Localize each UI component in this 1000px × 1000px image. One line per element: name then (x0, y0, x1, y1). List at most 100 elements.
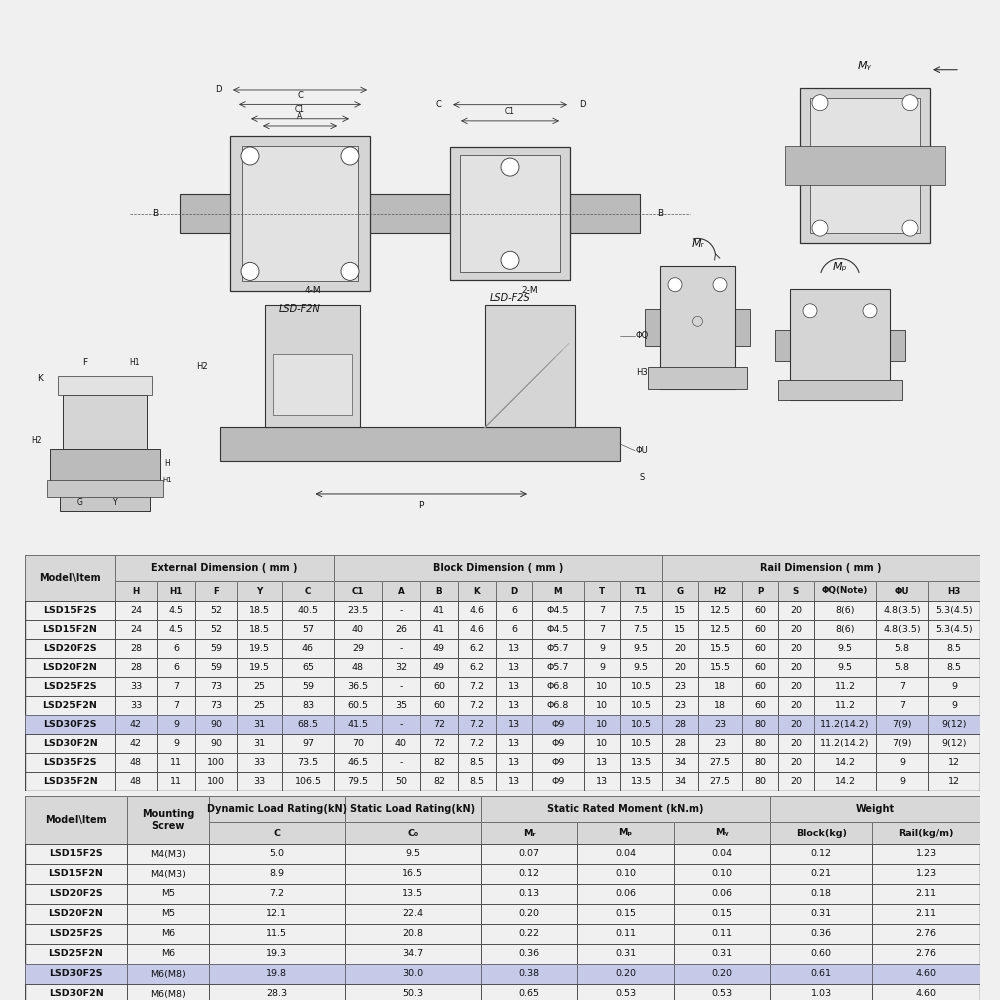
Text: 8(6): 8(6) (835, 625, 855, 634)
Text: 28.3: 28.3 (266, 990, 287, 998)
Text: 42: 42 (130, 720, 142, 729)
Text: 9: 9 (951, 701, 957, 710)
Bar (420, 715, 458, 734)
Text: 11: 11 (170, 758, 182, 767)
Bar (876, 639, 928, 658)
Text: 7: 7 (599, 625, 605, 634)
Text: 7(9): 7(9) (892, 720, 912, 729)
Bar (810, 98, 920, 233)
Text: A: A (297, 112, 303, 121)
Bar (345, 904, 481, 924)
Text: 41: 41 (433, 606, 445, 615)
Bar (282, 581, 334, 601)
Text: 59: 59 (302, 682, 314, 691)
Bar (157, 581, 195, 601)
Text: Φ4.5: Φ4.5 (547, 625, 569, 634)
Text: 5.0: 5.0 (269, 850, 284, 858)
Bar (698, 639, 742, 658)
Bar (127, 796, 209, 844)
Bar (282, 734, 334, 753)
Bar (770, 964, 872, 984)
Text: 9: 9 (599, 663, 605, 672)
Bar (674, 964, 770, 984)
Text: 8.5: 8.5 (946, 644, 961, 653)
Text: 70: 70 (352, 739, 364, 748)
Text: H: H (164, 459, 170, 468)
Bar (115, 620, 157, 639)
Bar (209, 844, 345, 864)
Bar (698, 753, 742, 772)
Bar (778, 696, 814, 715)
Bar (742, 715, 778, 734)
Text: C: C (305, 586, 311, 595)
Bar (157, 581, 195, 601)
Text: Φ9: Φ9 (551, 777, 565, 786)
Text: Dynamic Load Rating(kN): Dynamic Load Rating(kN) (207, 804, 347, 814)
Text: 4.6: 4.6 (470, 606, 484, 615)
Bar (770, 844, 872, 864)
Text: 60: 60 (754, 682, 766, 691)
Text: K: K (474, 586, 480, 595)
Bar (742, 601, 778, 620)
Text: 60: 60 (754, 606, 766, 615)
Bar (458, 677, 496, 696)
Bar (770, 822, 872, 844)
Text: 19.5: 19.5 (249, 663, 270, 672)
Bar (334, 601, 382, 620)
Bar (577, 904, 674, 924)
Circle shape (241, 147, 259, 165)
Bar (620, 620, 662, 639)
Text: 48: 48 (130, 777, 142, 786)
Bar (584, 581, 620, 601)
Text: 40: 40 (395, 739, 407, 748)
Bar (770, 796, 980, 822)
Text: 4-M: 4-M (304, 286, 321, 295)
Text: 60: 60 (433, 682, 445, 691)
Bar (50, 449, 160, 483)
Text: LSD25F2N: LSD25F2N (43, 701, 97, 710)
Text: 60: 60 (754, 644, 766, 653)
Bar (876, 620, 928, 639)
Bar (157, 715, 195, 734)
Bar (770, 884, 872, 904)
Bar (25, 715, 115, 734)
Text: 7: 7 (599, 606, 605, 615)
Bar (237, 715, 282, 734)
Bar (115, 555, 334, 581)
Text: 12.5: 12.5 (709, 606, 730, 615)
Bar (460, 155, 560, 272)
Text: M: M (554, 586, 562, 595)
Bar (481, 944, 577, 964)
Bar (814, 601, 876, 620)
Bar (662, 581, 698, 601)
Text: LSD15F2N: LSD15F2N (49, 869, 103, 879)
Bar (814, 620, 876, 639)
Bar (742, 696, 778, 715)
Text: 7.2: 7.2 (470, 682, 484, 691)
Bar (25, 796, 127, 844)
Text: B: B (152, 209, 158, 218)
Text: 11.2: 11.2 (834, 701, 855, 710)
Text: 29: 29 (352, 644, 364, 653)
Bar (157, 753, 195, 772)
Bar (872, 944, 980, 964)
Text: 2.11: 2.11 (916, 890, 937, 898)
Bar (25, 772, 115, 791)
Bar (662, 601, 698, 620)
Text: 18.5: 18.5 (249, 625, 270, 634)
Text: 50.3: 50.3 (402, 990, 423, 998)
Bar (577, 984, 674, 1000)
Text: 49: 49 (433, 644, 445, 653)
Bar (334, 658, 382, 677)
Text: 48: 48 (130, 758, 142, 767)
Bar (742, 772, 778, 791)
Bar (382, 753, 420, 772)
Text: 8.5: 8.5 (470, 777, 484, 786)
Bar (157, 677, 195, 696)
Text: M6: M6 (161, 950, 175, 958)
Bar (928, 715, 980, 734)
Bar (382, 639, 420, 658)
Bar (127, 884, 209, 904)
Bar (532, 734, 584, 753)
Bar (620, 581, 662, 601)
